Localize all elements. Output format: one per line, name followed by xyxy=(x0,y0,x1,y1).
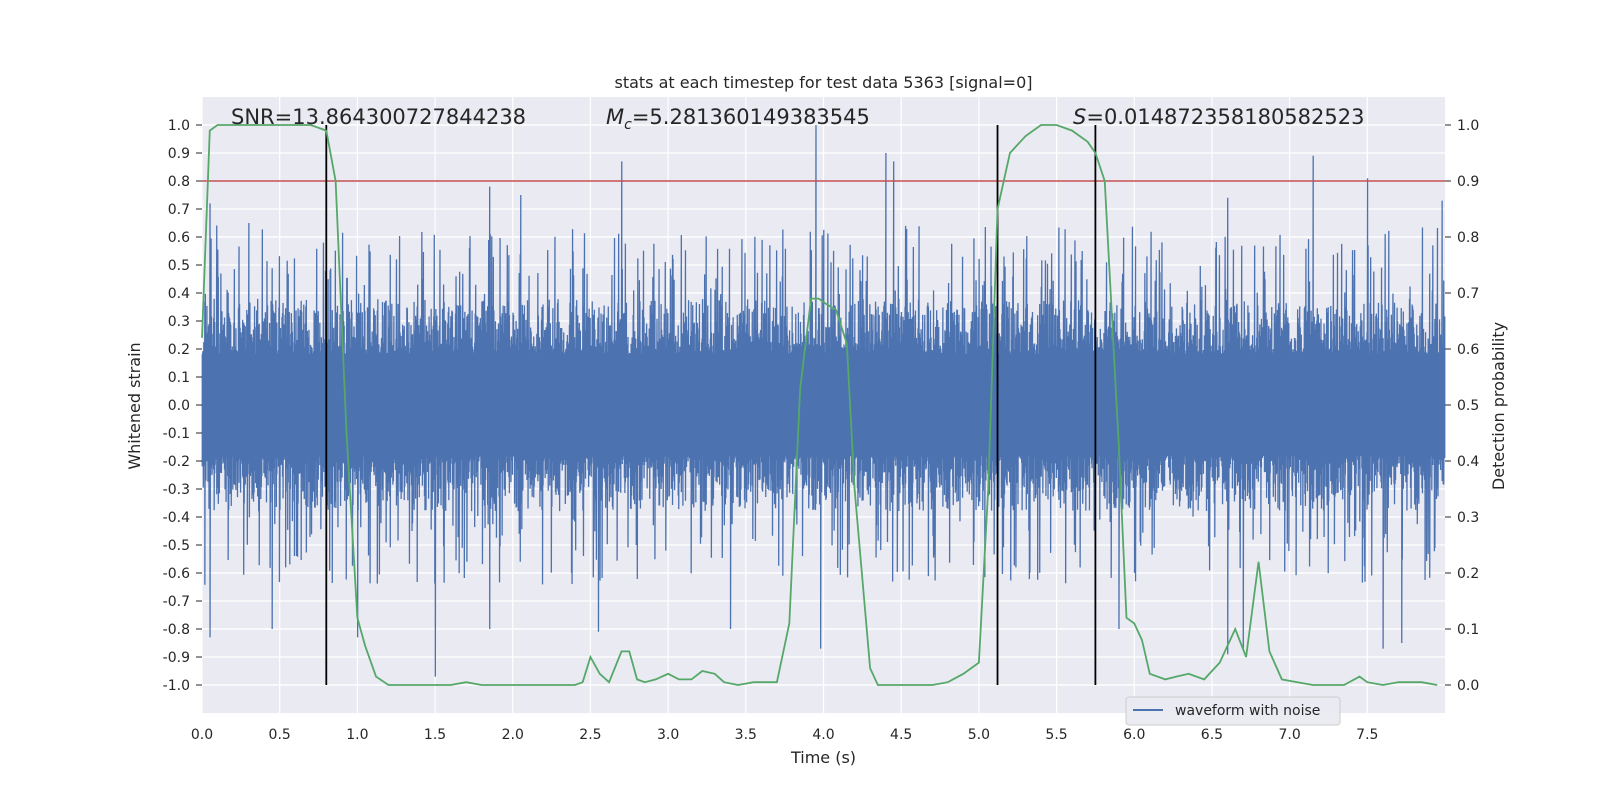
y-tick-label: 0.7 xyxy=(168,202,190,218)
x-tick-label: 7.5 xyxy=(1356,727,1378,743)
chirp-mass-subscript: c xyxy=(624,117,632,133)
y-tick-label: 0.6 xyxy=(168,230,190,246)
x-tick-label: 6.5 xyxy=(1201,727,1223,743)
y-tick-label: -0.7 xyxy=(163,594,190,610)
y-right-tick-label: 1.0 xyxy=(1457,118,1479,134)
chirp-mass-annotation: Mc=5.281360149383545 xyxy=(606,105,870,133)
x-tick-labels: 0.0 0.5 1.0 1.5 2.0 2.5 3.0 3.5 4.0 4.5 5.0 5.5 6.0 6… xyxy=(191,727,1379,743)
y-right-tick-label: 0.5 xyxy=(1457,398,1479,414)
y-tick-label: -0.4 xyxy=(163,510,190,526)
chirp-mass-value: =5.281360149383545 xyxy=(632,105,870,129)
x-tick-label: 4.5 xyxy=(890,727,912,743)
s-symbol: S xyxy=(1073,105,1086,129)
y-axis-label: Whitened strain xyxy=(125,342,144,469)
y-right-axis-label: Detection probability xyxy=(1489,322,1508,490)
probability-series xyxy=(201,124,1438,686)
y-right-tick-label: 0.1 xyxy=(1457,622,1479,638)
y-tick-label: 0.9 xyxy=(168,146,190,162)
probability-line xyxy=(201,124,1438,686)
y-right-tick-label: 0.0 xyxy=(1457,678,1479,694)
x-tick-label: 4.0 xyxy=(812,727,834,743)
y-tick-labels: 1.0 0.9 0.8 0.7 0.6 0.5 0.4 0.3 0.2 0.1 0.0 -0.1 -0.… xyxy=(163,118,202,694)
y-tick-label: 0.3 xyxy=(168,314,190,330)
y-tick-label: 0.2 xyxy=(168,342,190,358)
x-tick-label: 1.5 xyxy=(424,727,446,743)
legend-box xyxy=(1125,696,1341,726)
s-annotation: S=0.014872358180582523 xyxy=(1073,105,1364,129)
waveform-series xyxy=(201,124,1446,677)
y-tick-label: -0.8 xyxy=(163,622,190,638)
x-tick-label: 7.0 xyxy=(1278,727,1300,743)
legend: waveform with noise xyxy=(1125,696,1341,726)
snr-annotation: SNR=13.864300727844238 xyxy=(231,105,526,129)
y-tick-label: 0.1 xyxy=(168,370,190,386)
y-right-tick-label: 0.7 xyxy=(1457,286,1479,302)
y-tick-label: 0.0 xyxy=(168,398,190,414)
chart-title: stats at each timestep for test data 536… xyxy=(614,73,1032,92)
s-value: =0.014872358180582523 xyxy=(1086,105,1364,129)
y-tick-label: -0.1 xyxy=(163,426,190,442)
y-tick-label: -0.5 xyxy=(163,538,190,554)
legend-label: waveform with noise xyxy=(1175,703,1320,719)
x-tick-label: 0.0 xyxy=(191,727,213,743)
y-right-tick-label: 0.8 xyxy=(1457,230,1479,246)
x-tick-label: 2.5 xyxy=(579,727,601,743)
y-tick-label: -1.0 xyxy=(163,678,190,694)
y-right-tick-label: 0.9 xyxy=(1457,174,1479,190)
x-axis-label: Time (s) xyxy=(790,748,856,767)
y-right-tick-label: 0.6 xyxy=(1457,342,1479,358)
waveform-core xyxy=(202,354,1445,456)
y-right-tick-label: 0.4 xyxy=(1457,454,1479,470)
y-tick-label: -0.2 xyxy=(163,454,190,470)
y-tick-label: 0.4 xyxy=(168,286,190,302)
y-tick-label: 0.8 xyxy=(168,174,190,190)
y-tick-label: 0.5 xyxy=(168,258,190,274)
y-tick-label: -0.6 xyxy=(163,566,190,582)
x-tick-label: 5.5 xyxy=(1045,727,1067,743)
y-tick-label: -0.9 xyxy=(163,650,190,666)
x-tick-label: 6.0 xyxy=(1123,727,1145,743)
x-tick-label: 5.0 xyxy=(968,727,990,743)
y-right-tick-label: 0.3 xyxy=(1457,510,1479,526)
y-tick-label: 1.0 xyxy=(168,118,190,134)
x-tick-label: 1.0 xyxy=(346,727,368,743)
y-right-tick-label: 0.2 xyxy=(1457,566,1479,582)
y-right-tick-labels: 1.0 0.9 0.8 0.7 0.6 0.5 0.4 0.3 0.2 0.1 0.0 xyxy=(1445,118,1479,694)
x-tick-label: 0.5 xyxy=(269,727,291,743)
x-tick-label: 3.0 xyxy=(657,727,679,743)
chirp-mass-symbol: M xyxy=(606,105,624,129)
x-tick-label: 3.5 xyxy=(735,727,757,743)
y-tick-label: -0.3 xyxy=(163,482,190,498)
x-tick-label: 2.0 xyxy=(502,727,524,743)
